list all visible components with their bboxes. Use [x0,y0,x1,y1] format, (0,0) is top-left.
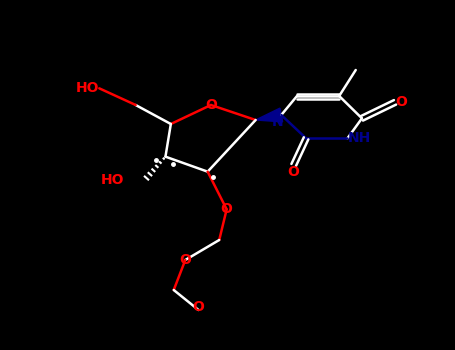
Text: N: N [272,116,284,130]
Text: O: O [179,253,191,267]
Text: O: O [395,95,407,109]
Text: O: O [221,202,233,216]
Text: O: O [205,98,217,112]
Text: NH: NH [348,131,371,145]
Text: O: O [192,300,204,314]
Text: HO: HO [76,81,99,95]
Text: O: O [288,165,300,179]
Polygon shape [256,108,283,122]
Text: HO: HO [101,173,124,187]
